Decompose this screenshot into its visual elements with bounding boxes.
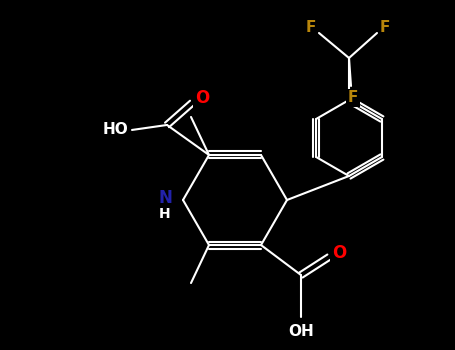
Text: F: F: [380, 20, 390, 35]
Text: F: F: [306, 20, 316, 35]
Text: H: H: [159, 207, 171, 221]
Text: N: N: [158, 189, 172, 207]
Text: HO: HO: [103, 122, 129, 138]
Text: O: O: [332, 244, 346, 262]
Text: O: O: [195, 89, 209, 107]
Text: F: F: [348, 91, 358, 105]
Text: OH: OH: [288, 323, 314, 338]
